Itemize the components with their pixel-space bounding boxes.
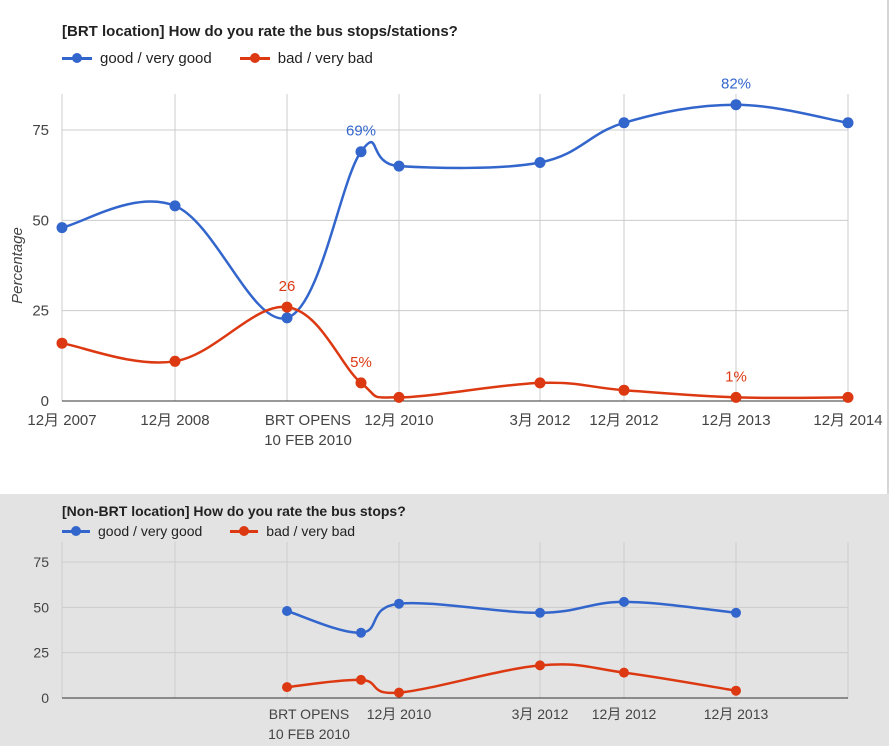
data-point [731, 685, 741, 696]
data-point [282, 606, 292, 616]
data-point [394, 687, 404, 698]
x-tick-label: 12月 2010 [364, 412, 433, 429]
legend-item-good-2[interactable]: good / very good [62, 523, 202, 539]
series-line-good [61, 103, 849, 320]
data-label: 1% [725, 368, 747, 385]
y-axis-label: Percentage [9, 227, 26, 304]
legend-label-good-2: good / very good [98, 523, 203, 539]
data-point [535, 660, 545, 671]
data-point [355, 377, 367, 389]
legend-swatch-good [62, 53, 92, 63]
y-tick-label: 75 [33, 554, 49, 570]
data-point [842, 391, 854, 403]
legend-swatch-good-2 [62, 525, 90, 536]
y-tick-label: 25 [33, 645, 49, 661]
data-point [393, 160, 405, 172]
data-point [731, 607, 741, 618]
data-point [281, 312, 293, 324]
data-point [394, 598, 404, 609]
data-point [618, 117, 630, 129]
non-brt-chart-panel: [Non-BRT location] How do you rate the b… [0, 494, 889, 746]
legend-label-good: good / very good [100, 50, 212, 67]
series-line-bad [286, 663, 737, 695]
brt-chart-plot: 0 25 50 75 12月 2007 12月 2008 BRT OPENS 10 FEB 2… [9, 76, 883, 449]
chart-title: [BRT location] How do you rate the bus s… [62, 23, 458, 40]
x-tick-label: 12月 2013 [704, 706, 769, 722]
legend-item-good[interactable]: good / very good [62, 50, 212, 67]
data-point [534, 157, 546, 168]
data-point [281, 301, 293, 313]
data-point [730, 391, 742, 403]
x-tick-label: 12月 2008 [140, 412, 209, 429]
legend-swatch-bad-2 [230, 525, 259, 536]
data-point [169, 200, 181, 212]
x-tick-label: BRT OPENS 10 FEB 2010 [264, 412, 352, 449]
x-tick-label: 12月 2012 [589, 412, 658, 429]
chart-title-2: [Non-BRT location] How do you rate the b… [62, 503, 406, 519]
data-point [393, 391, 405, 403]
brt-chart-panel: [BRT location] How do you rate the bus s… [9, 0, 889, 494]
y-tick-label: 0 [41, 690, 49, 706]
x-tick-label: BRT OPENS 10 FEB 2010 [268, 706, 350, 742]
chart-legend-2: good / very good bad / very bad [62, 523, 383, 539]
chart-legend: good / very good bad / very bad [62, 50, 401, 67]
data-point [730, 99, 742, 111]
x-tick-label: 12月 2010 [367, 706, 432, 722]
y-tick-label: 0 [41, 393, 49, 410]
data-point [534, 377, 546, 389]
gridlines [61, 542, 849, 699]
data-point [56, 337, 68, 349]
gridlines [61, 94, 849, 402]
legend-label-bad-2: bad / very bad [266, 523, 356, 539]
x-tick-label: 12月 2012 [592, 706, 657, 722]
data-point [169, 355, 181, 367]
data-point [56, 222, 68, 234]
y-tick-label: 50 [33, 599, 49, 615]
legend-swatch-bad [239, 53, 270, 63]
legend-item-bad-2[interactable]: bad / very bad [230, 523, 355, 539]
data-point [619, 596, 629, 607]
data-point [282, 682, 292, 693]
x-tick-label: 12月 2013 [701, 412, 770, 429]
data-point [535, 607, 545, 618]
x-tick-label: 12月 2007 [27, 412, 96, 429]
x-tick-label: 3月 2012 [510, 412, 571, 429]
data-point [356, 674, 366, 685]
data-point [619, 667, 629, 678]
panel-divider [887, 0, 889, 494]
data-label: 82% [721, 76, 751, 93]
legend-label-bad: bad / very bad [277, 50, 373, 67]
data-point [356, 627, 366, 638]
y-tick-label: 50 [32, 212, 49, 229]
y-tick-label: 25 [32, 303, 49, 320]
data-label: 26 [279, 278, 296, 295]
series-line-good [286, 600, 737, 634]
legend-item-bad[interactable]: bad / very bad [239, 50, 373, 67]
data-point [355, 146, 367, 158]
data-label: 5% [350, 354, 372, 371]
y-tick-label: 75 [32, 122, 49, 139]
non-brt-chart-plot: 0 25 50 75 BRT OPENS 10 FEB 2010 12月 2010 3月 20… [33, 542, 849, 742]
x-tick-label: 12月 2014 [813, 412, 882, 429]
data-point [618, 384, 630, 396]
x-tick-label: 3月 2012 [512, 706, 569, 722]
data-point [842, 117, 854, 129]
data-label: 69% [346, 123, 376, 140]
